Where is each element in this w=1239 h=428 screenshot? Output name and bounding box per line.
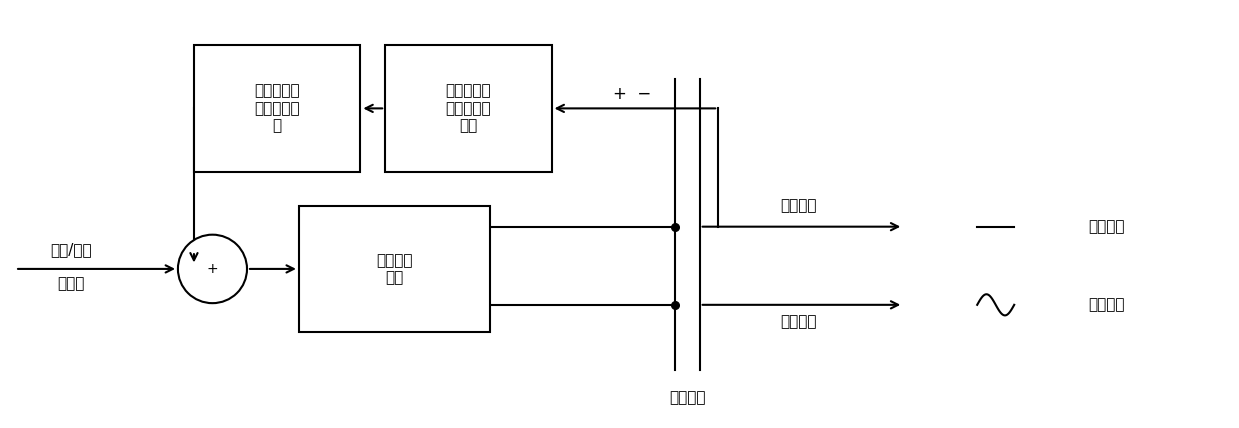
Text: 稳定运行: 稳定运行	[1088, 219, 1125, 234]
Text: +  −: + −	[613, 85, 650, 103]
Text: 特定频率扰
动量注入环
节: 特定频率扰 动量注入环 节	[254, 83, 300, 133]
Text: 母线电压: 母线电压	[669, 390, 705, 405]
Bar	[299, 205, 489, 332]
Text: 母线电压特
定频率提取
环节: 母线电压特 定频率提取 环节	[446, 83, 491, 133]
Text: 并网模式: 并网模式	[781, 198, 817, 213]
Bar	[195, 45, 361, 172]
Ellipse shape	[178, 235, 247, 303]
Text: 功率管理
单元: 功率管理 单元	[377, 253, 413, 285]
Text: 自激振荡: 自激振荡	[1088, 297, 1125, 312]
Text: 指令值: 指令值	[57, 276, 84, 291]
Text: 孤岛模式: 孤岛模式	[781, 314, 817, 329]
Bar	[385, 45, 551, 172]
Text: +: +	[207, 262, 218, 276]
Text: 电流/功率: 电流/功率	[50, 242, 92, 257]
